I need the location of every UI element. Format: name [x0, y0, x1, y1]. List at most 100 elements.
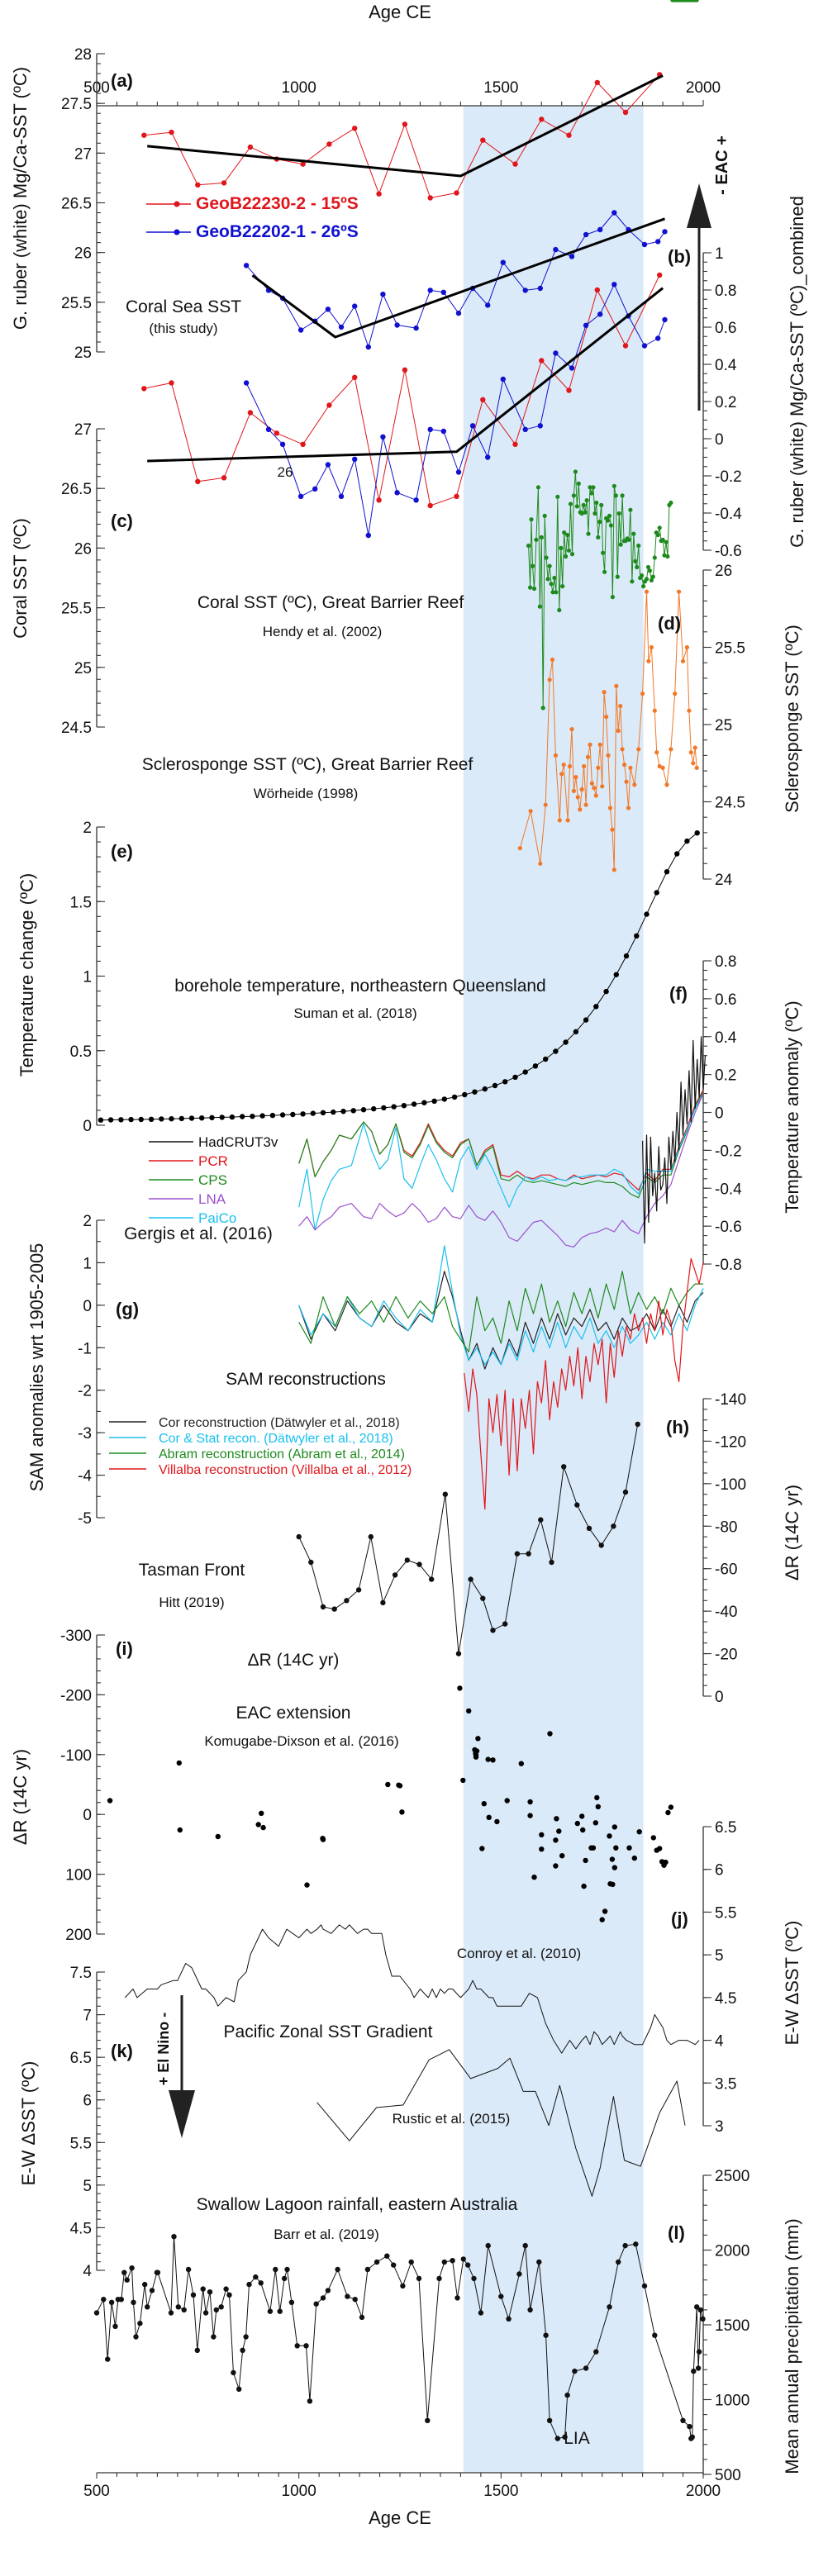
data-point-d: [622, 763, 627, 768]
data-point-b: [537, 423, 543, 429]
data-point-a: [365, 344, 371, 350]
y-tick-label-f: -0.4: [715, 1181, 742, 1198]
data-point-a: [500, 259, 506, 265]
data-point-l: [277, 2308, 283, 2314]
data-point-b: [221, 475, 227, 481]
data-point-c: [630, 579, 635, 584]
y-tick-label-k: 7.5: [70, 1965, 92, 1982]
data-point-i: [556, 1828, 562, 1834]
data-point-d: [628, 765, 633, 771]
data-point-d: [579, 787, 584, 792]
data-point-c: [628, 507, 633, 512]
y-tick-label-j: 4: [715, 2033, 724, 2051]
data-point-d: [611, 867, 616, 872]
y-tick-label-l: 500: [715, 2467, 741, 2484]
data-point-b: [454, 493, 459, 499]
data-point-i: [626, 1845, 632, 1851]
data-point-a: [376, 191, 382, 197]
y-tick-label-e: 0.5: [70, 1043, 92, 1061]
legend-label: Villalba reconstruction (Villalba et al.…: [159, 1463, 412, 1477]
data-point-d: [567, 763, 573, 769]
data-point-l: [465, 2262, 471, 2268]
data-point-a: [427, 288, 433, 293]
data-point-b: [611, 282, 617, 288]
data-point-l: [696, 2349, 702, 2355]
data-point-l: [303, 2343, 309, 2349]
data-point-l: [105, 2356, 111, 2362]
data-point-e: [462, 1091, 468, 1098]
data-point-e: [219, 1115, 225, 1120]
data-point-h: [404, 1557, 410, 1563]
y-tick-label-i: -200: [60, 1687, 92, 1704]
data-point-c: [542, 513, 547, 519]
x-tick-label: 1000: [282, 79, 316, 97]
data-point-l: [687, 2423, 692, 2430]
y-tick-label-a: 25: [74, 345, 92, 362]
data-point-e: [128, 1116, 134, 1123]
data-point-d: [691, 761, 696, 766]
y-tick-label-i: 100: [65, 1867, 92, 1884]
lia-label: LIA: [564, 2429, 590, 2448]
data-point-c: [644, 577, 650, 582]
data-point-l: [374, 2259, 380, 2265]
data-point-c: [552, 575, 557, 581]
y-axis-title-h: ΔR (14C yr): [782, 1485, 802, 1580]
y-tick-label-c: 27: [74, 421, 92, 439]
data-point-a: [655, 239, 661, 245]
data-point-i: [650, 1835, 656, 1841]
data-point-h: [586, 1525, 592, 1532]
data-point-b: [539, 358, 545, 364]
data-point-c: [568, 501, 573, 506]
data-point-i: [594, 1794, 600, 1801]
data-point-c: [592, 511, 597, 516]
data-point-c: [530, 563, 535, 568]
data-point-l: [207, 2289, 213, 2295]
data-point-l: [450, 2258, 455, 2264]
data-point-d: [660, 765, 665, 771]
data-point-d: [585, 754, 591, 759]
data-point-h: [296, 1533, 302, 1540]
data-point-e: [573, 1029, 579, 1035]
data-point-d: [538, 861, 543, 866]
data-point-b: [326, 402, 332, 408]
data-point-b: [365, 532, 371, 539]
data-point-e: [623, 953, 630, 959]
data-point-c: [586, 531, 591, 536]
series-line-a-0: [144, 74, 660, 198]
data-point-i: [613, 1845, 619, 1851]
data-point-e: [441, 1096, 447, 1102]
data-point-i: [595, 1804, 601, 1809]
data-point-i: [260, 1824, 266, 1831]
series-line-b-2: [147, 287, 664, 463]
data-point-e: [310, 1110, 316, 1116]
data-point-c: [607, 513, 612, 519]
annotation-delta-r: ΔR (14C yr): [248, 1651, 340, 1670]
y-tick-label-f: 0.8: [715, 953, 736, 971]
data-point-i: [559, 1853, 565, 1859]
data-point-a: [141, 132, 147, 138]
data-point-a: [326, 141, 332, 147]
data-point-e: [603, 988, 609, 995]
data-point-c: [565, 532, 570, 538]
data-point-b: [265, 426, 272, 432]
y-tick-label-j: 3: [715, 2118, 724, 2136]
legend-marker: [174, 201, 180, 207]
data-point-e: [472, 1089, 478, 1095]
data-point-e: [269, 1112, 276, 1119]
elnino-arrow-head-icon: [169, 2090, 195, 2138]
y-tick-label-i: 0: [83, 1807, 92, 1824]
y-tick-label-h: 0: [715, 1689, 724, 1706]
data-point-b: [195, 478, 201, 484]
data-point-i: [590, 1845, 597, 1851]
data-point-e: [684, 838, 690, 844]
y-tick-label-l: 2000: [715, 2243, 749, 2260]
data-point-l: [652, 2332, 658, 2338]
data-point-i: [547, 1731, 553, 1737]
y-tick-label-c: 26: [74, 540, 92, 558]
data-point-h: [355, 1587, 362, 1593]
data-point-a: [480, 137, 486, 143]
y-tick-label-b: 1: [715, 245, 724, 263]
data-point-l: [181, 2307, 187, 2313]
y-tick-label-k: 4.5: [70, 2220, 92, 2237]
data-point-b: [243, 380, 250, 386]
